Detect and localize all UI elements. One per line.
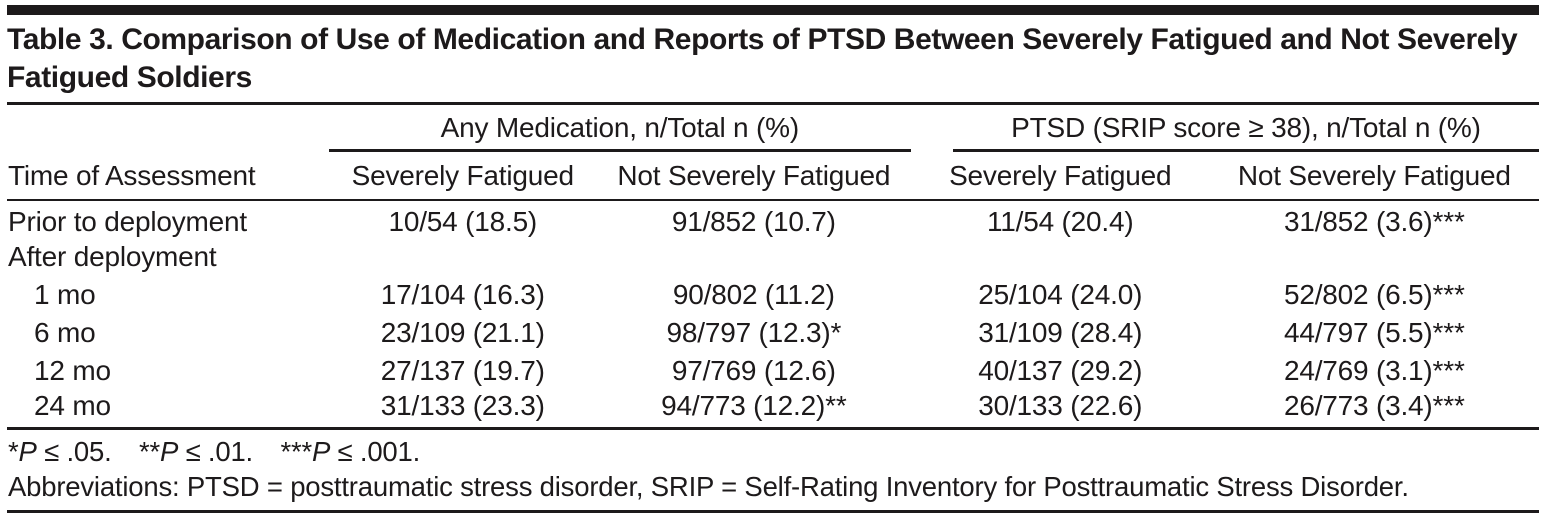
cell-ptsd-severely — [911, 238, 1210, 276]
cell-medication-not-severely: 94/773 (12.2)** — [661, 390, 847, 422]
significance-item-p001: ***P ≤ .001. — [280, 436, 420, 467]
threshold: ≤ .001. — [330, 435, 421, 467]
p-symbol: P — [311, 435, 331, 467]
row-label: 12 mo — [34, 355, 111, 386]
group-header-ptsd-label: PTSD (SRIP score ≥ 38), n/Total n (%) — [952, 112, 1539, 152]
group-header-medication-label: Any Medication, n/Total n (%) — [328, 112, 911, 152]
row-label: 24 mo — [34, 390, 111, 422]
cell-medication-severely: 31/133 (23.3) — [380, 390, 545, 422]
abbreviations-footnote: Abbreviations: PTSD = posttraumatic stre… — [8, 470, 1409, 502]
cell-ptsd-severely: 30/133 (22.6) — [978, 390, 1143, 422]
subheader-medication-not-severely-fatigued: Not Severely Fatigued — [596, 152, 911, 201]
p-symbol: P — [18, 435, 37, 467]
cell-medication-not-severely: 98/797 (12.3)* — [666, 317, 842, 348]
cell-medication-severely: 23/109 (21.1) — [380, 317, 545, 348]
table-row-after-deployment: After deployment — [7, 238, 1539, 276]
cell-ptsd-not-severely: 52/802 (6.5)*** — [1283, 279, 1465, 310]
table-row-prior-to-deployment: Prior to deployment 10/54 (18.5) 91/852 … — [7, 200, 1539, 238]
row-label: After deployment — [8, 241, 217, 272]
cell-ptsd-severely: 11/54 (20.4) — [986, 205, 1134, 237]
row-label: 1 mo — [34, 279, 96, 310]
subheader-ptsd-not-severely-fatigued: Not Severely Fatigued — [1209, 152, 1539, 201]
table-row-12-mo: 12 mo 27/137 (19.7) 97/769 (12.6) 40/137… — [7, 352, 1539, 390]
group-header-ptsd: PTSD (SRIP score ≥ 38), n/Total n (%) — [911, 105, 1539, 152]
table-row-6-mo: 6 mo 23/109 (21.1) 98/797 (12.3)* 31/109… — [7, 314, 1539, 352]
subheader-medication-severely-fatigued: Severely Fatigued — [328, 152, 597, 201]
table-row-1-mo: 1 mo 17/104 (16.3) 90/802 (11.2) 25/104 … — [7, 276, 1539, 314]
significance-item-p01: **P ≤ .01. — [139, 436, 253, 467]
cell-medication-not-severely: 91/852 (10.7) — [671, 205, 836, 237]
cell-ptsd-severely: 40/137 (29.2) — [978, 355, 1143, 386]
stars: ** — [138, 435, 160, 467]
cell-ptsd-not-severely: 24/769 (3.1)*** — [1283, 355, 1465, 386]
cell-medication-severely — [329, 238, 597, 276]
cell-ptsd-not-severely: 44/797 (5.5)*** — [1283, 317, 1465, 348]
significance-footnote: *P ≤ .05. **P ≤ .01. ***P ≤ .001. — [7, 434, 1539, 469]
group-header-medication: Any Medication, n/Total n (%) — [328, 105, 911, 152]
stars: *** — [280, 435, 312, 467]
cell-medication-severely: 27/137 (19.7) — [380, 355, 545, 386]
group-header-row: Time of Assessment Any Medication, n/Tot… — [7, 105, 1539, 201]
cell-ptsd-severely: 31/109 (28.4) — [978, 317, 1143, 348]
row-label: 6 mo — [34, 317, 96, 348]
table-top-bar — [7, 5, 1539, 15]
subheader-ptsd-severely-fatigued: Severely Fatigued — [910, 152, 1210, 201]
stub-header: Time of Assessment — [7, 105, 329, 201]
table-row-24-mo: 24 mo 31/133 (23.3) 94/773 (12.2)** 30/1… — [7, 390, 1539, 428]
row-label: Prior to deployment — [8, 205, 247, 237]
cell-ptsd-not-severely: 31/852 (3.6)*** — [1283, 205, 1465, 237]
sub-header-row: Severely Fatigued Not Severely Fatigued … — [7, 152, 1539, 201]
bottom-rule — [7, 509, 1539, 513]
stars: * — [8, 435, 19, 467]
cell-ptsd-not-severely — [1210, 238, 1539, 276]
threshold: ≤ .01. — [178, 435, 254, 467]
p-symbol: P — [159, 435, 179, 467]
threshold: ≤ .05. — [36, 435, 112, 467]
cell-medication-severely: 17/104 (16.3) — [380, 279, 545, 310]
cell-ptsd-not-severely: 26/773 (3.4)*** — [1283, 390, 1465, 422]
table-title: Table 3. Comparison of Use of Medication… — [7, 15, 1539, 105]
data-table: Time of Assessment Any Medication, n/Tot… — [7, 105, 1539, 430]
cell-ptsd-severely: 25/104 (24.0) — [978, 279, 1143, 310]
cell-medication-not-severely: 90/802 (11.2) — [672, 279, 835, 310]
significance-item-p05: *P ≤ .05. — [8, 436, 112, 467]
cell-medication-not-severely — [597, 238, 911, 276]
cell-medication-not-severely: 97/769 (12.6) — [671, 355, 836, 386]
cell-medication-severely: 10/54 (18.5) — [388, 205, 538, 237]
